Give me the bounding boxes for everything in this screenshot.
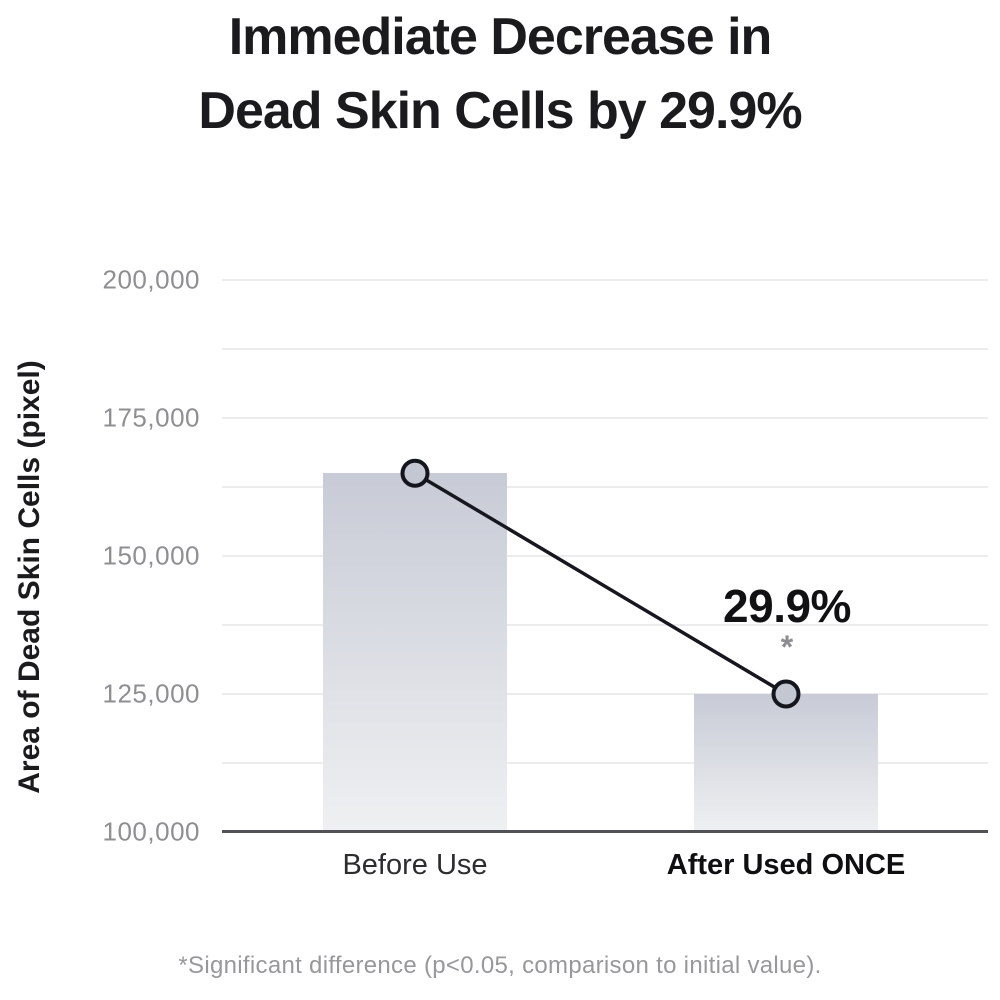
y-tick-label: 200,000	[102, 264, 200, 295]
y-axis-ticks: 200,000 175,000 150,000 125,000 100,000	[0, 265, 200, 847]
connector-overlay	[400, 458, 801, 709]
chart-title-line2: Dead Skin Cells by 29.9%	[198, 82, 802, 140]
x-axis-labels: Before Use After Used ONCE	[0, 849, 1000, 889]
gridline	[222, 693, 988, 695]
connector-line	[413, 471, 788, 696]
chart-title: Immediate Decrease in Dead Skin Cells by…	[0, 0, 1000, 148]
y-tick-label: 150,000	[102, 540, 200, 571]
y-tick-label: 175,000	[102, 402, 200, 433]
y-tick-label: 100,000	[102, 816, 200, 847]
footnote: *Significant difference (p<0.05, compari…	[178, 952, 822, 979]
gridline	[222, 762, 988, 764]
gridline	[222, 417, 988, 419]
gridline	[222, 555, 988, 557]
significance-asterisk: *	[780, 629, 794, 665]
y-tick-label: 125,000	[102, 678, 200, 709]
x-category-label-after-used-once: After Used ONCE	[666, 849, 906, 881]
chart-title-line1: Immediate Decrease in	[228, 8, 773, 66]
gridline	[222, 348, 988, 350]
gridline	[222, 279, 988, 281]
decrease-percent-label: 29.9%	[723, 580, 851, 632]
x-axis-line	[222, 830, 988, 833]
plot-area	[222, 279, 988, 833]
decrease-annotation: 29.9% *	[723, 580, 851, 665]
x-category-label-before-use: Before Use	[342, 849, 488, 881]
gridline	[222, 486, 988, 488]
bar-after-used-once	[694, 694, 878, 832]
gridline	[222, 624, 988, 626]
data-point-marker-before	[400, 458, 430, 488]
bar-before-use	[323, 473, 507, 832]
data-point-marker-after	[771, 679, 801, 709]
